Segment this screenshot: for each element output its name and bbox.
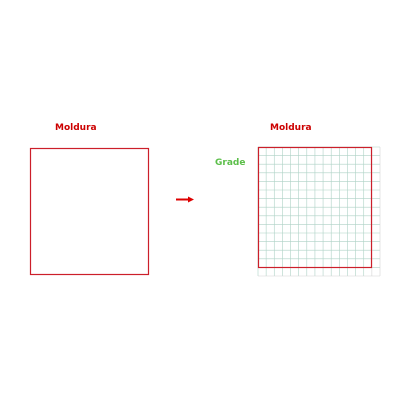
empty-frame <box>29 147 150 276</box>
grid-lines <box>257 146 381 277</box>
left-frame-label: Moldura <box>55 123 97 133</box>
arrow-right-icon <box>176 196 194 203</box>
grid-frame-panel: Moldura Grade <box>215 123 381 277</box>
grid-label: Grade <box>215 158 245 168</box>
grid-frame <box>257 146 373 269</box>
empty-frame-panel: Moldura <box>29 123 150 276</box>
right-frame-label: Moldura <box>270 123 312 133</box>
